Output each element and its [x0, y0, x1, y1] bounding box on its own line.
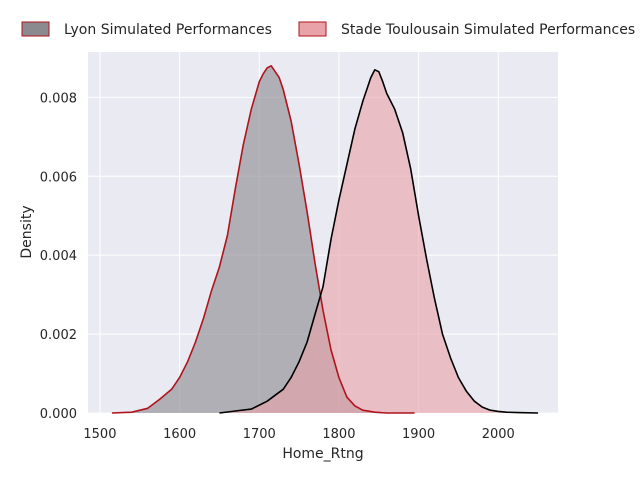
y-axis-label: Density — [19, 205, 35, 258]
density-line-lyon — [111, 65, 415, 414]
legend-label-toulouse: Stade Toulousain Simulated Performances — [341, 22, 635, 38]
density-line-toulouse — [219, 69, 539, 414]
density-area-toulouse — [219, 69, 539, 414]
legend-swatch-lyon — [21, 21, 50, 37]
x-tick-label: 1700 — [243, 427, 276, 442]
y-tick-label: 0.008 — [40, 91, 77, 106]
x-tick-labels: 1500 1600 1700 1800 1900 2000 — [83, 427, 514, 442]
y-tick-label: 0.000 — [40, 407, 77, 422]
y-tick-labels: 0.000 0.002 0.004 0.006 0.008 — [40, 91, 77, 422]
y-tick-label: 0.006 — [40, 170, 77, 185]
x-axis-label: Home_Rtng — [282, 446, 363, 462]
density-areas — [111, 65, 539, 414]
y-tick-label: 0.002 — [40, 328, 77, 343]
legend-label-lyon: Lyon Simulated Performances — [64, 22, 272, 38]
x-tick-label: 2000 — [482, 427, 515, 442]
x-tick-label: 1800 — [322, 427, 355, 442]
y-tick-label: 0.004 — [40, 249, 77, 264]
density-area-lyon — [111, 65, 415, 414]
x-tick-label: 1900 — [402, 427, 435, 442]
x-tick-label: 1600 — [163, 427, 196, 442]
legend-swatch-toulouse — [298, 21, 327, 37]
legend: Lyon Simulated Performances Stade Toulou… — [21, 21, 635, 38]
x-tick-label: 1500 — [83, 427, 116, 442]
